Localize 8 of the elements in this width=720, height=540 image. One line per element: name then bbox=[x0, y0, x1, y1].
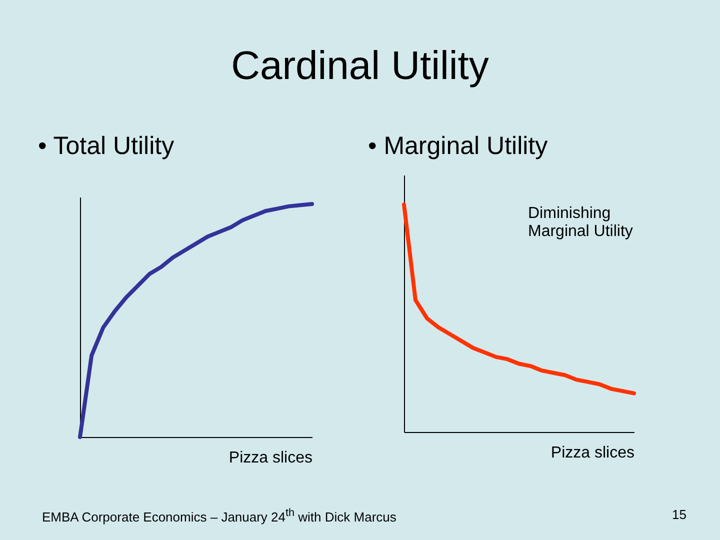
chart-subtitle: • Total Utility bbox=[38, 132, 174, 161]
chart-subtitle: • Marginal Utility bbox=[368, 132, 548, 161]
text: EMBA Corporate Economics – January 24$^{th}$ with Dick Marcus bbox=[42, 507, 396, 524]
x-axis-title: Pizza slices bbox=[228, 450, 312, 466]
annotation: Diminishing Marginal Utility bbox=[528, 205, 634, 241]
x-axis-title: Pizza slices bbox=[550, 444, 634, 462]
text: 15 bbox=[672, 507, 686, 522]
chart-title: Cardinal Utility bbox=[230, 44, 490, 89]
